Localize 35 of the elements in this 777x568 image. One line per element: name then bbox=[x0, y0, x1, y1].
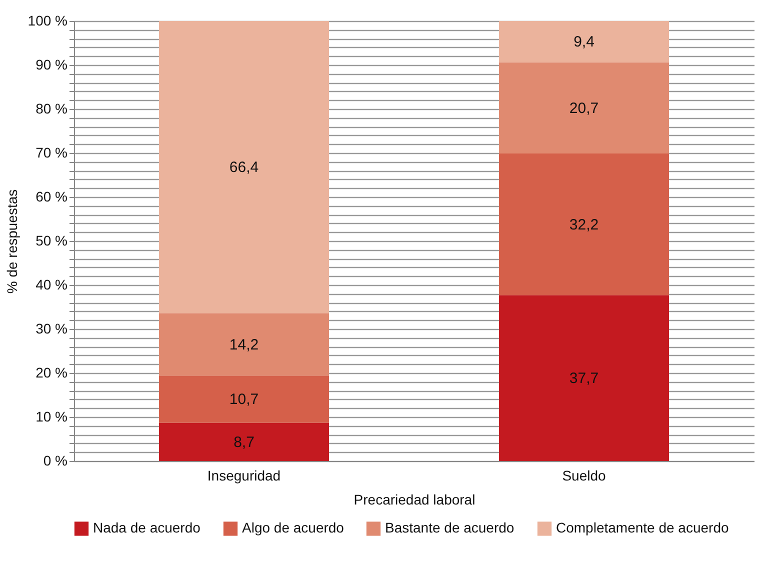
bar bbox=[159, 422, 329, 461]
y-tick-label: 0 % bbox=[43, 452, 68, 468]
data-label: 10,7 bbox=[229, 391, 259, 408]
legend-label: Nada de acuerdo bbox=[93, 520, 201, 536]
y-tick-label: 50 % bbox=[36, 232, 68, 248]
y-tick-label: 40 % bbox=[36, 276, 68, 292]
x-tick-label: Inseguridad bbox=[207, 468, 281, 484]
y-axis-title: % de respuestas bbox=[4, 189, 20, 294]
y-tick-label: 80 % bbox=[36, 100, 68, 116]
bar bbox=[499, 21, 669, 62]
data-label: 32,2 bbox=[569, 216, 599, 234]
y-tick-label: 70 % bbox=[36, 144, 68, 160]
data-label: 9,4 bbox=[574, 34, 594, 51]
x-axis-title: Precariedad laboral bbox=[354, 492, 476, 508]
data-label: 14,2 bbox=[229, 336, 259, 354]
legend-label: Bastante de acuerdo bbox=[385, 520, 514, 536]
bar bbox=[159, 376, 329, 423]
legend-label: Completamente de acuerdo bbox=[556, 520, 729, 536]
data-label: 66,4 bbox=[229, 159, 259, 176]
bar bbox=[499, 62, 669, 154]
bar bbox=[499, 295, 669, 461]
bar bbox=[499, 153, 669, 296]
y-tick-label: 10 % bbox=[36, 408, 68, 424]
y-tick-label: 60 % bbox=[36, 188, 68, 204]
bar bbox=[159, 313, 329, 376]
y-tick-label: 20 % bbox=[36, 364, 68, 380]
x-tick-label: Sueldo bbox=[562, 468, 606, 484]
data-label: 37,7 bbox=[569, 370, 599, 388]
bar bbox=[159, 21, 329, 314]
legend-label: Algo de acuerdo bbox=[242, 520, 344, 536]
y-tick-label: 30 % bbox=[36, 320, 68, 336]
data-label: 20,7 bbox=[569, 100, 599, 117]
data-label: 8,7 bbox=[234, 434, 254, 451]
y-tick-label: 90 % bbox=[36, 56, 68, 72]
y-tick-label: 100 % bbox=[28, 12, 68, 28]
